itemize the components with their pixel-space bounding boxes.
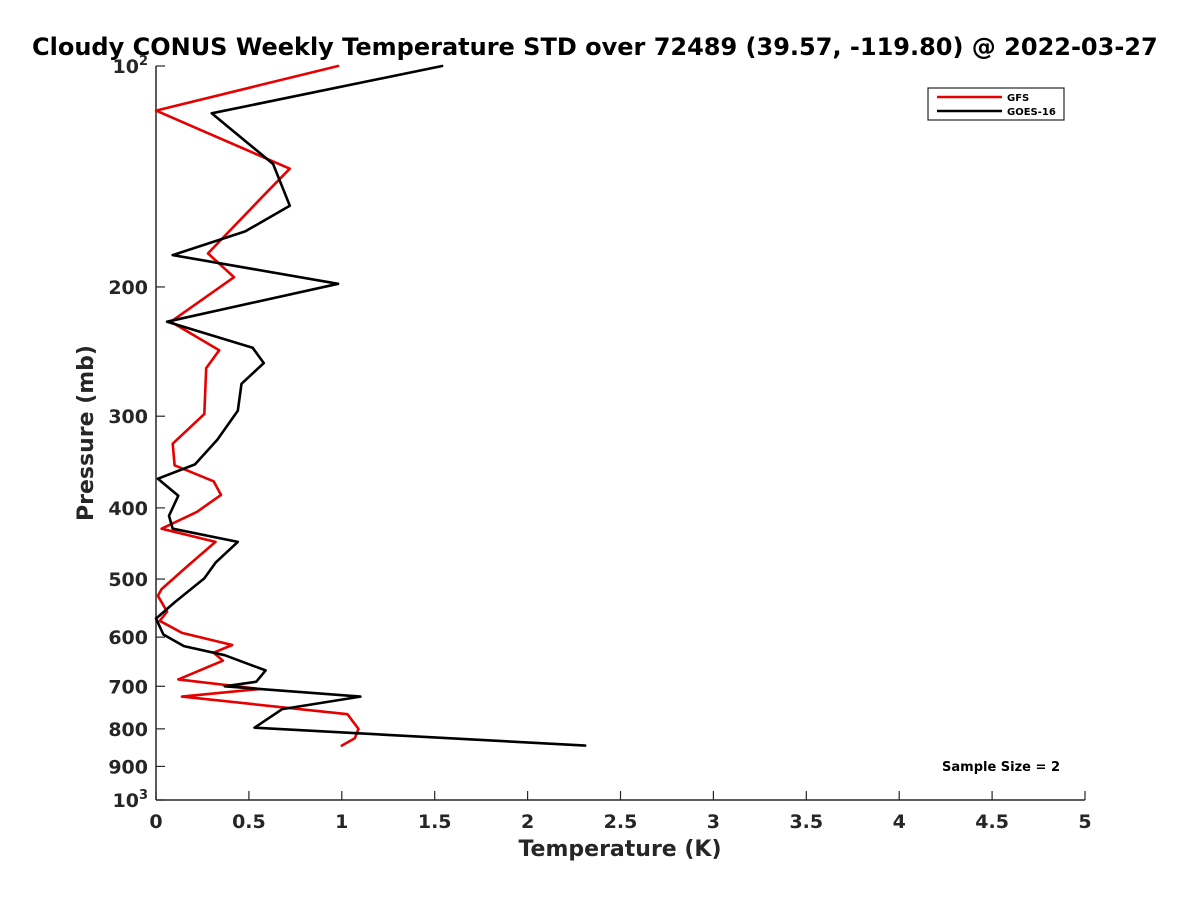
legend-box bbox=[927, 87, 1065, 121]
x-tick-label: 5 bbox=[1078, 811, 1091, 833]
y-tick-label: 600 bbox=[108, 627, 148, 649]
y-axis-label: Pressure (mb) bbox=[74, 345, 99, 521]
x-tick-label: 0 bbox=[149, 811, 162, 833]
legend: GFS GOES-16 bbox=[927, 87, 1065, 121]
y-tick-label: 400 bbox=[108, 498, 148, 520]
y-tick-label: 200 bbox=[108, 277, 148, 299]
chart-title: Cloudy CONUS Weekly Temperature STD over… bbox=[32, 33, 1158, 61]
x-tick-label: 2 bbox=[521, 811, 534, 833]
y-tick-label: 103 bbox=[113, 788, 149, 812]
y-tick-label: 500 bbox=[108, 569, 148, 591]
y-tick-label: 900 bbox=[108, 756, 148, 778]
x-tick-label: 4.5 bbox=[975, 811, 1009, 833]
x-tick-label: 1 bbox=[335, 811, 348, 833]
sample-size-annotation: Sample Size = 2 bbox=[942, 760, 1060, 775]
x-tick-label: 2.5 bbox=[604, 811, 638, 833]
series-layer bbox=[154, 64, 587, 747]
y-tick-label: 800 bbox=[108, 719, 148, 741]
y-tick-label: 700 bbox=[108, 676, 148, 698]
series-line-gfs bbox=[154, 64, 360, 747]
legend-label: GOES-16 bbox=[1007, 107, 1056, 118]
legend-label: GFS bbox=[1007, 93, 1029, 104]
x-axis-label: Temperature (K) bbox=[518, 837, 721, 862]
x-tick-label: 4 bbox=[893, 811, 906, 833]
x-tick-label: 1.5 bbox=[418, 811, 452, 833]
x-tick-label: 0.5 bbox=[232, 811, 266, 833]
y-tick-label: 102 bbox=[113, 54, 149, 78]
y-tick-label: 300 bbox=[108, 406, 148, 428]
x-tick-label: 3.5 bbox=[789, 811, 823, 833]
series-line-goes-16 bbox=[154, 64, 587, 747]
x-tick-label: 3 bbox=[707, 811, 720, 833]
axes: 0 0.5 1 1.5 2 2.5 3 3.5 4 4.5 5 102 200 300 400 500 600 7… bbox=[108, 54, 1091, 833]
